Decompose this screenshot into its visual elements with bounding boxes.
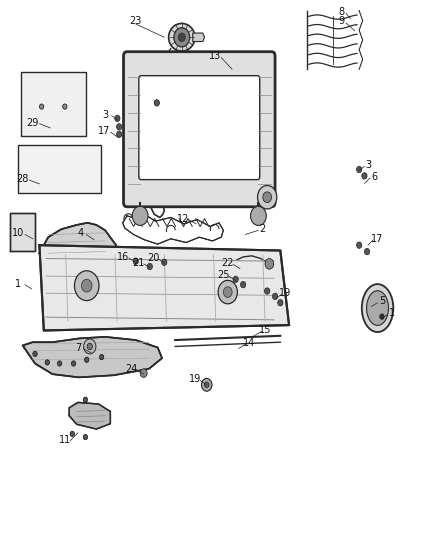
Text: 21: 21 <box>132 258 145 268</box>
Circle shape <box>357 166 362 173</box>
Circle shape <box>380 314 384 319</box>
Text: 24: 24 <box>125 364 138 374</box>
Ellipse shape <box>367 291 389 325</box>
Text: 29: 29 <box>27 118 39 127</box>
FancyBboxPatch shape <box>18 145 101 193</box>
Polygon shape <box>69 402 110 429</box>
Circle shape <box>162 259 167 265</box>
Circle shape <box>74 271 99 301</box>
Polygon shape <box>169 23 195 51</box>
Circle shape <box>84 339 96 354</box>
Circle shape <box>85 357 89 362</box>
Circle shape <box>117 131 122 138</box>
Circle shape <box>251 206 266 225</box>
Circle shape <box>201 378 212 391</box>
Text: 10: 10 <box>12 229 25 238</box>
Text: 17: 17 <box>371 234 383 244</box>
Circle shape <box>81 279 92 292</box>
Circle shape <box>233 276 238 282</box>
Circle shape <box>87 343 92 350</box>
Text: 6: 6 <box>371 172 378 182</box>
Text: 1: 1 <box>389 309 395 318</box>
Circle shape <box>272 293 278 300</box>
Polygon shape <box>23 337 162 377</box>
Text: 17: 17 <box>98 126 110 135</box>
Circle shape <box>132 206 148 225</box>
Circle shape <box>71 361 76 366</box>
Text: 11: 11 <box>59 435 71 445</box>
Circle shape <box>83 434 88 440</box>
Circle shape <box>133 258 138 264</box>
Text: 1: 1 <box>15 279 21 288</box>
Circle shape <box>174 28 190 47</box>
Text: 5: 5 <box>379 296 385 306</box>
Circle shape <box>33 351 37 357</box>
Circle shape <box>45 360 49 365</box>
Text: 20: 20 <box>147 253 159 263</box>
Text: 4: 4 <box>78 229 84 238</box>
Text: 19: 19 <box>189 375 201 384</box>
Circle shape <box>218 280 237 304</box>
Circle shape <box>357 242 362 248</box>
Circle shape <box>140 369 147 377</box>
Text: 16: 16 <box>117 252 130 262</box>
Circle shape <box>223 287 232 297</box>
Circle shape <box>278 300 283 306</box>
Circle shape <box>265 259 274 269</box>
Circle shape <box>70 431 74 437</box>
Circle shape <box>147 263 152 270</box>
Text: 12: 12 <box>177 214 189 223</box>
Text: 8: 8 <box>339 7 345 17</box>
FancyBboxPatch shape <box>21 72 86 136</box>
Text: 23: 23 <box>130 17 142 26</box>
Text: 25: 25 <box>217 270 230 280</box>
Circle shape <box>205 382 209 387</box>
Polygon shape <box>39 223 118 269</box>
Circle shape <box>178 33 185 42</box>
Circle shape <box>117 124 122 130</box>
Circle shape <box>63 104 67 109</box>
Ellipse shape <box>362 284 393 332</box>
Text: 7: 7 <box>75 343 81 352</box>
Polygon shape <box>193 33 205 42</box>
Text: 14: 14 <box>243 338 255 348</box>
Polygon shape <box>10 213 35 251</box>
Text: 13: 13 <box>208 51 221 61</box>
Polygon shape <box>39 245 289 330</box>
Circle shape <box>364 248 370 255</box>
Text: 15: 15 <box>259 326 271 335</box>
Circle shape <box>265 288 270 294</box>
Text: 9: 9 <box>339 17 345 26</box>
Text: 2: 2 <box>260 224 266 234</box>
Circle shape <box>57 361 62 366</box>
Circle shape <box>39 104 44 109</box>
Circle shape <box>99 354 104 360</box>
Circle shape <box>362 173 367 179</box>
FancyBboxPatch shape <box>124 52 275 207</box>
FancyBboxPatch shape <box>139 76 260 180</box>
Text: 28: 28 <box>17 174 29 184</box>
Text: 3: 3 <box>102 110 108 119</box>
Circle shape <box>154 100 159 106</box>
Circle shape <box>258 185 277 209</box>
Text: 22: 22 <box>222 259 234 268</box>
Circle shape <box>263 192 272 203</box>
Text: 3: 3 <box>365 160 371 170</box>
Circle shape <box>240 281 246 288</box>
Circle shape <box>115 115 120 122</box>
Text: 19: 19 <box>279 288 292 298</box>
Circle shape <box>83 397 88 402</box>
